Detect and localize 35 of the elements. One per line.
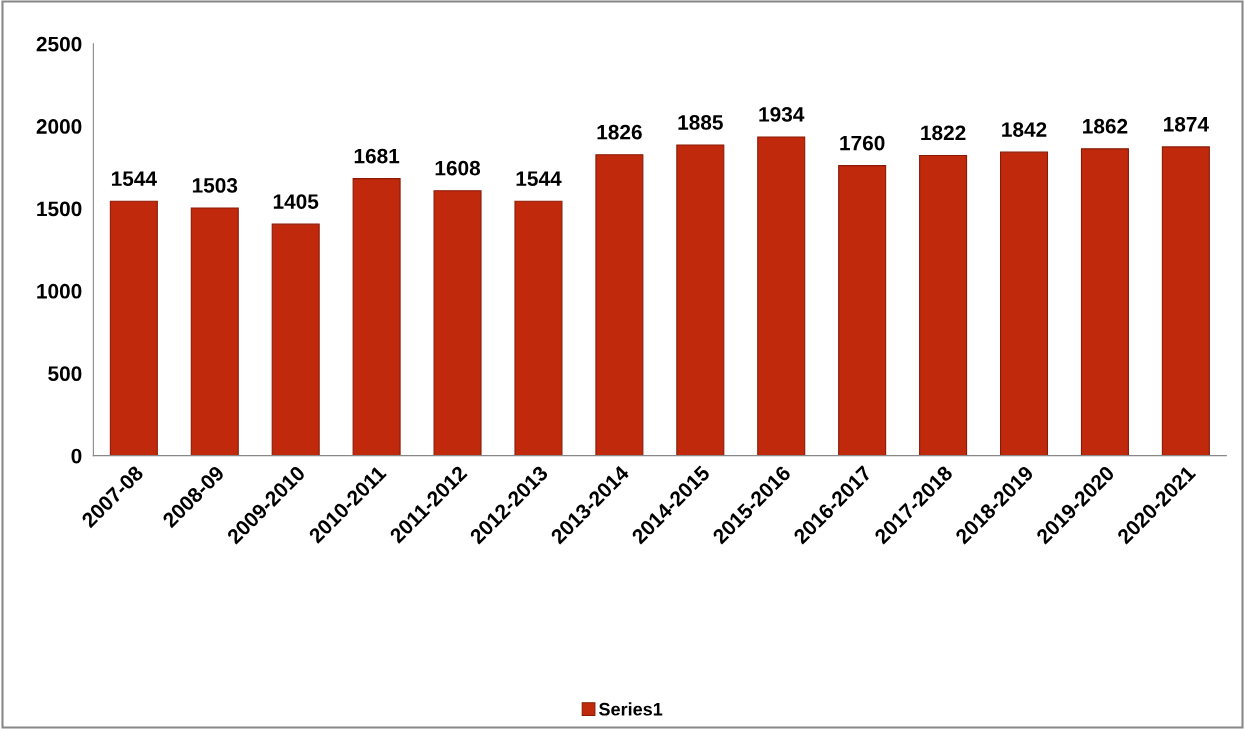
y-tick-label: 2500: [36, 36, 82, 52]
y-tick-label: 1000: [37, 283, 82, 299]
y-tick-label: 1500: [37, 201, 82, 217]
data-label: 1503: [192, 178, 238, 193]
bar: [271, 223, 320, 456]
legend-label: Series1: [599, 702, 663, 716]
data-label: 1544: [516, 171, 562, 187]
data-label: 1405: [273, 194, 319, 209]
bar: [433, 190, 482, 456]
bar: [352, 178, 401, 456]
data-label: 1862: [1083, 118, 1128, 134]
bar: [919, 154, 968, 456]
y-tick-label: 0: [71, 448, 82, 464]
bar: [595, 154, 644, 456]
bar: [1161, 146, 1210, 456]
data-label: 1760: [840, 135, 885, 151]
bar: [838, 165, 887, 456]
data-label: 1826: [597, 124, 642, 140]
bar: [1080, 148, 1129, 456]
data-label: 1822: [921, 125, 966, 141]
y-tick-label: 500: [48, 366, 82, 381]
bar: [109, 200, 158, 456]
bar: [676, 144, 725, 456]
data-label: 1681: [354, 148, 400, 164]
bar: [514, 200, 563, 456]
data-label: 1934: [759, 107, 805, 122]
bar: [190, 207, 239, 456]
data-label: 1842: [1002, 122, 1047, 137]
data-label: 1874: [1164, 116, 1209, 132]
y-tick-label: 2000: [36, 119, 82, 134]
bar: [757, 136, 806, 456]
data-label: 1608: [435, 160, 481, 176]
bar: [999, 151, 1049, 456]
data-label: 1544: [111, 171, 157, 187]
data-label: 1885: [678, 115, 723, 130]
